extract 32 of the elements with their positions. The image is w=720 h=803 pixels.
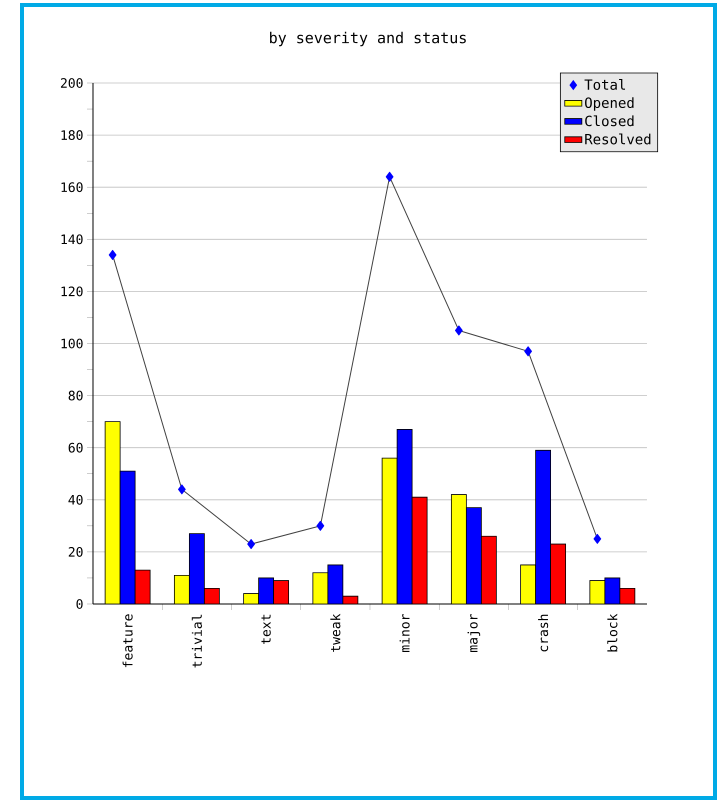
point <box>108 250 116 260</box>
legend-label: Total <box>584 78 626 90</box>
point <box>524 346 532 356</box>
chart-title: by severity and status <box>270 32 466 46</box>
x-tick-label: crash <box>538 614 548 652</box>
x-tick-label: text <box>261 614 271 644</box>
y-tick-label: 80 <box>68 390 83 401</box>
y-tick-label: 40 <box>68 494 83 505</box>
x-tick-label: trivial <box>192 614 202 668</box>
y-tick-label: 120 <box>62 286 83 296</box>
legend-label: Resolved <box>585 134 650 144</box>
point <box>178 484 186 494</box>
legend-label: Opened <box>585 97 634 111</box>
point <box>386 172 394 182</box>
point <box>316 520 324 531</box>
x-tick-label: tweak <box>330 614 340 652</box>
y-tick-label: 100 <box>62 338 83 348</box>
legend-label: Closed <box>585 115 634 126</box>
x-tick-label: minor <box>400 614 410 652</box>
x-tick-label: major <box>468 614 480 652</box>
y-tick-label: 160 <box>62 182 83 192</box>
point <box>454 325 463 336</box>
y-tick-label: 200 <box>60 78 83 88</box>
y-tick-label: 180 <box>62 130 83 140</box>
x-tick-label: feature <box>122 614 133 668</box>
point <box>593 534 602 544</box>
x-tick-label: block <box>607 614 618 652</box>
y-tick-label: 0 <box>76 599 83 609</box>
y-tick-label: 20 <box>68 546 83 557</box>
point <box>247 539 255 550</box>
y-tick-label: 60 <box>68 442 83 453</box>
y-tick-label: 140 <box>62 234 83 244</box>
